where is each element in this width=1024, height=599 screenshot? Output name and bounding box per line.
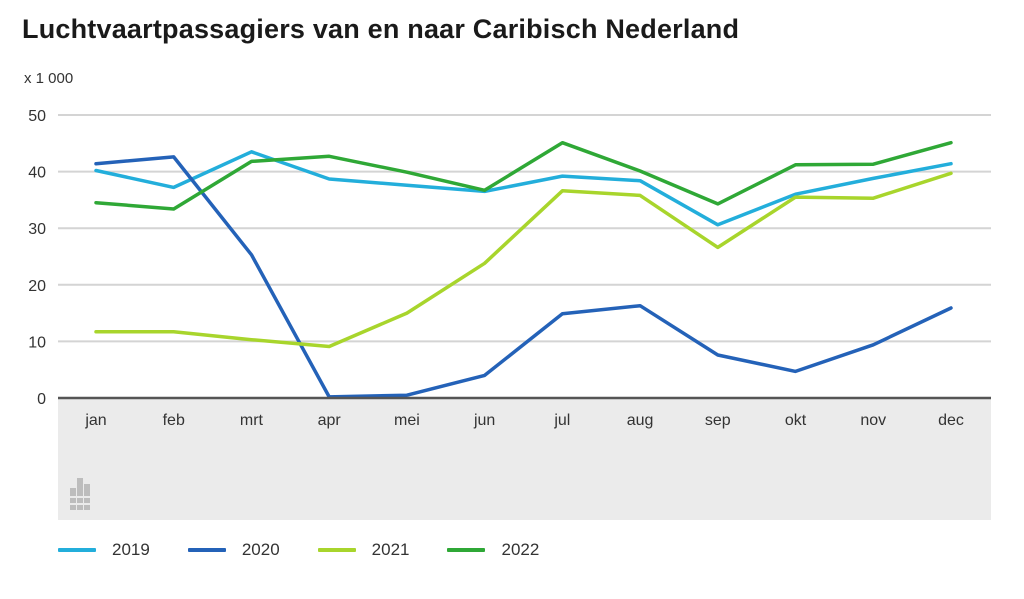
cbs-logo-icon: [70, 478, 90, 510]
y-tick-label: 20: [28, 278, 46, 295]
x-tick-label: apr: [318, 412, 342, 429]
x-tick-label: mrt: [240, 412, 264, 429]
legend: 2019 2020 2021 2022: [58, 540, 539, 560]
x-tick-label: okt: [785, 412, 807, 429]
x-tick-label: aug: [627, 412, 654, 429]
x-tick-label: feb: [163, 412, 185, 429]
grid-lines: [58, 114, 991, 343]
x-tick-label: dec: [938, 412, 964, 429]
series-line-2019: [94, 150, 953, 227]
y-tick-labels: 0 10 20 30 40 50: [28, 108, 46, 408]
legend-swatch-2019: [58, 548, 96, 552]
legend-label-2021: 2021: [371, 540, 410, 559]
x-tick-labels: jan feb mrt apr mei jun jul aug sep okt nov dec: [84, 412, 964, 429]
series-line-2021: [94, 171, 953, 349]
x-tick-label: jun: [473, 412, 495, 429]
line-chart: 0 10 20 30 40 50 jan feb mrt apr mei jun jul aug sep o…: [28, 108, 991, 520]
legend-swatch-2022: [447, 548, 486, 552]
y-tick-label: 40: [28, 165, 46, 182]
series-lines: [94, 140, 953, 399]
legend-label-2020: 2020: [241, 540, 280, 559]
y-tick-label: 10: [28, 334, 46, 351]
y-unit-label: x 1 000: [24, 70, 74, 87]
legend-swatch-2021: [317, 548, 356, 552]
x-tick-label: nov: [860, 412, 886, 429]
lower-panel-background: [58, 398, 991, 520]
x-tick-label: sep: [705, 412, 731, 429]
legend-label-2022: 2022: [501, 540, 540, 559]
x-tick-label: mei: [394, 412, 420, 429]
legend-swatch-2020: [187, 548, 226, 552]
x-tick-label: jan: [84, 412, 106, 429]
y-tick-label: 50: [28, 108, 46, 125]
y-tick-label: 30: [28, 221, 46, 238]
chart-title: Luchtvaartpassagiers van en naar Caribis…: [22, 14, 740, 44]
legend-item-2020: 2020: [187, 540, 280, 560]
x-tick-label: jul: [553, 412, 570, 429]
legend-item-2019: 2019: [58, 540, 150, 560]
series-line-2020: [94, 155, 953, 399]
series-line-2022: [94, 140, 953, 211]
y-tick-label: 0: [37, 391, 46, 408]
legend-item-2021: 2021: [317, 540, 410, 560]
legend-item-2022: 2022: [447, 540, 539, 560]
legend-label-2019: 2019: [112, 540, 150, 559]
